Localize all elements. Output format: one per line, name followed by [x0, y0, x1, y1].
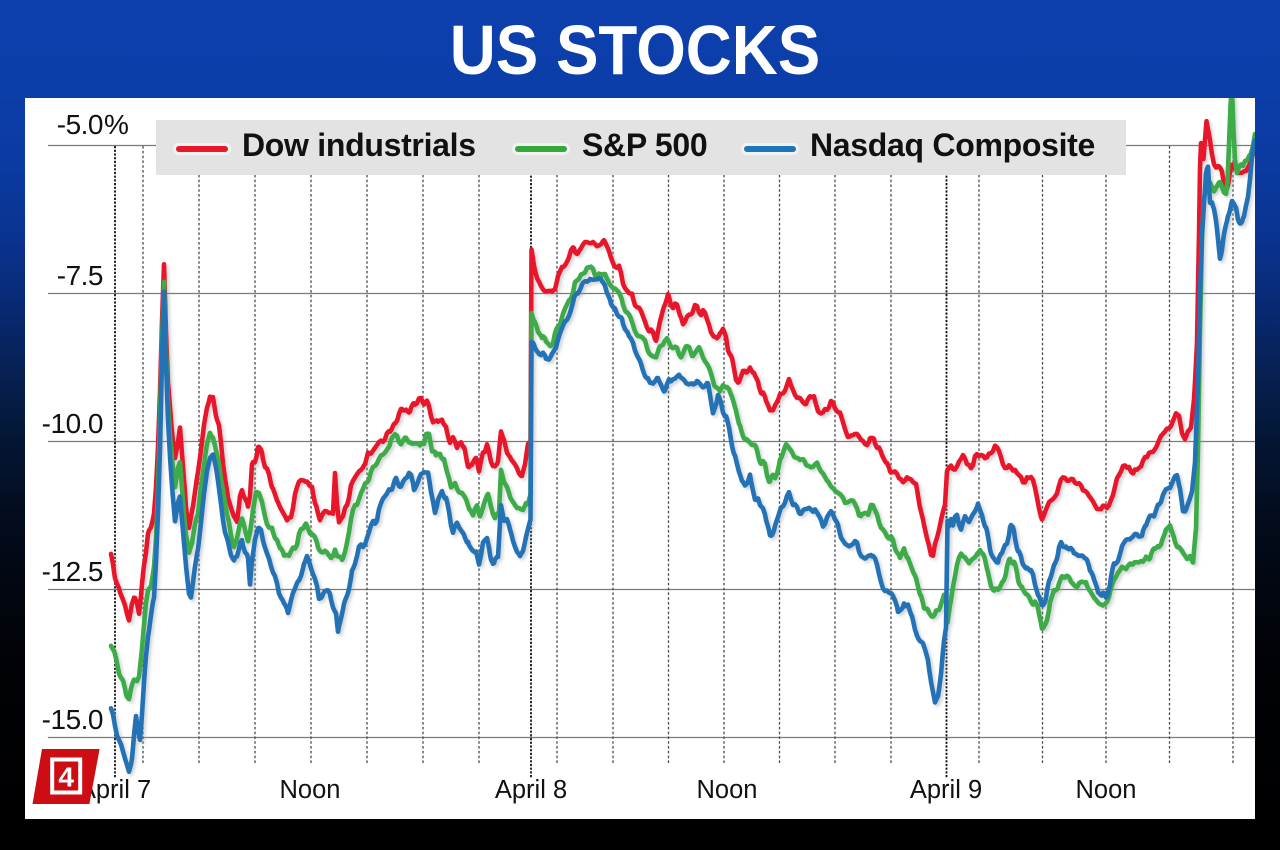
- svg-text:4: 4: [58, 762, 74, 793]
